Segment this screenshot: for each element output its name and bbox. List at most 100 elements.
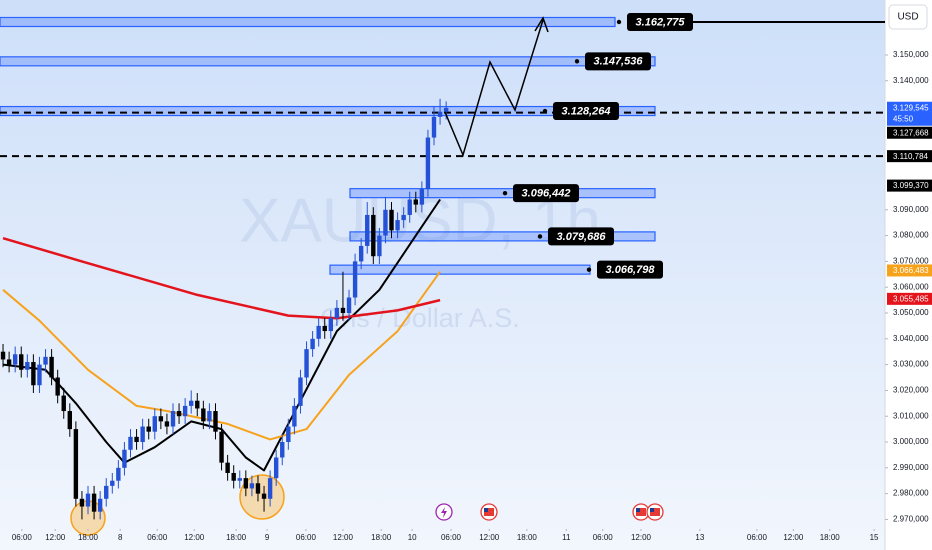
- zone-label: 3.096,442: [522, 188, 571, 200]
- projection-arrowhead: [534, 16, 549, 33]
- price-label-box: [887, 264, 932, 277]
- candle-body: [164, 421, 170, 427]
- candle-body: [389, 209, 394, 231]
- y-tick-label: 2.970,000: [893, 515, 929, 524]
- x-tick-label: 06:00: [12, 533, 33, 542]
- candle-body: [73, 429, 79, 499]
- zone-label: 3.128,264: [562, 105, 611, 117]
- plot-background: [0, 0, 885, 550]
- zone: [0, 16, 616, 28]
- candle-body: [316, 325, 321, 339]
- x-tick-label: 18:00: [226, 533, 247, 542]
- zone: [349, 231, 656, 242]
- candle-body: [231, 472, 236, 481]
- flag-canton: [636, 508, 640, 512]
- zone: [349, 188, 656, 199]
- candle-body: [146, 426, 151, 432]
- x-tick-label: 11: [562, 533, 571, 542]
- x-tick-label: 12:00: [631, 533, 652, 542]
- x-tick-label: 18:00: [517, 533, 538, 542]
- x-tick-label: 15: [870, 533, 879, 542]
- candle-body: [116, 467, 121, 481]
- candle-body: [219, 431, 224, 463]
- price-label: 3.055,485: [893, 294, 929, 303]
- y-tick-label: 3.030,000: [893, 360, 929, 369]
- candle-body: [152, 416, 157, 432]
- zone: [0, 105, 656, 117]
- candle-body: [79, 498, 85, 507]
- y-tick-label: 3.040,000: [893, 334, 929, 343]
- x-tick-label: 06:00: [747, 533, 768, 542]
- x-tick-label: 12:00: [783, 533, 804, 542]
- flag-body: [650, 508, 660, 516]
- candle-body: [322, 325, 327, 332]
- candle-body: [201, 408, 206, 422]
- zone-handle: [586, 267, 592, 272]
- zone: [0, 56, 656, 67]
- currency-button[interactable]: [888, 4, 928, 30]
- zone-handle: [537, 234, 543, 239]
- candle-body: [195, 400, 200, 409]
- y-tick-label: 3.000,000: [893, 437, 929, 446]
- price-label-box: [887, 101, 932, 126]
- zone-handle: [616, 19, 622, 25]
- candle-body: [243, 478, 249, 489]
- x-tick-label: 18:00: [371, 533, 392, 542]
- candle-body: [104, 485, 109, 499]
- y-tick-label: 2.990,000: [893, 463, 929, 472]
- candle-body: [85, 493, 91, 507]
- candle-body: [176, 411, 182, 417]
- candle-body: [352, 261, 358, 298]
- candle-body: [37, 364, 42, 386]
- countdown-label: 45:50: [893, 114, 914, 123]
- candle-body: [407, 199, 412, 215]
- candle-body: [371, 214, 376, 257]
- zone-label-box: [553, 102, 619, 121]
- candle-body: [267, 478, 273, 499]
- candle-body: [286, 426, 291, 443]
- x-tick-label: 18:00: [820, 533, 841, 542]
- price-label-box: [887, 150, 932, 163]
- y-tick-label: 3.010,000: [893, 411, 929, 420]
- candle-body: [25, 362, 30, 370]
- x-tick-label: 06:00: [147, 533, 168, 542]
- candle-body: [213, 411, 218, 432]
- x-tick-label: 06:00: [296, 533, 317, 542]
- candle-body: [413, 199, 418, 205]
- zone-label-box: [597, 260, 663, 279]
- flag-canton: [650, 508, 654, 512]
- moving-average-line: [2, 237, 441, 320]
- watermark-subtitle: Ons / Dollar A.S.: [320, 303, 520, 333]
- candle-body: [249, 483, 255, 489]
- x-tick-label: 12:00: [45, 533, 66, 542]
- candle-body: [365, 214, 370, 246]
- candle-body: [237, 478, 242, 481]
- candle-body: [395, 220, 400, 231]
- price-label-box: [887, 179, 932, 192]
- candle-body: [55, 377, 60, 396]
- price-label-box: [887, 292, 932, 305]
- candle-body: [401, 214, 406, 221]
- zone-handle: [502, 190, 508, 196]
- price-label-box: [887, 126, 932, 139]
- layers: 3.162,775 3.147,536 3.128,264 3.096,442 3.07…: [0, 12, 932, 542]
- candle-body: [182, 405, 188, 417]
- candle-body: [61, 395, 66, 412]
- flag-body: [636, 508, 646, 516]
- zone-label-box: [627, 12, 693, 31]
- x-tick-label: 06:00: [441, 533, 462, 542]
- flag-body: [484, 508, 494, 516]
- flag-canton: [484, 508, 488, 512]
- zone: [329, 264, 591, 275]
- y-tick-label: 3.060,000: [893, 282, 929, 291]
- candle-body: [340, 307, 346, 313]
- flag-icons: [480, 503, 664, 521]
- candle-body: [12, 354, 18, 365]
- zone-label-box: [548, 227, 614, 246]
- candle-body: [273, 457, 279, 479]
- x-tick-label: 12:00: [479, 533, 500, 542]
- y-tick-label: 3.080,000: [893, 231, 929, 240]
- candle-body: [431, 116, 437, 138]
- candle-body: [328, 318, 334, 332]
- candle-body: [304, 349, 309, 378]
